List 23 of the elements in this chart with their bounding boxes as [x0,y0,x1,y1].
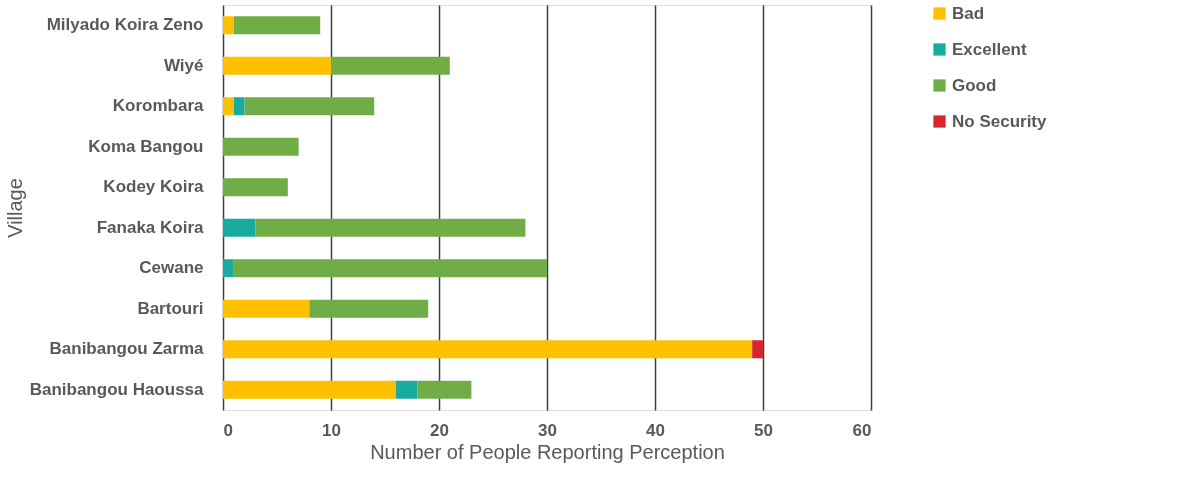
y-tick-label: Milyado Koira Zeno [46,15,204,35]
legend-label: No Security [952,111,1048,131]
y-tick-label: Fanaka Koira [96,217,205,237]
y-tick-label: Banibangou Haoussa [29,379,205,399]
x-tick-label: 10 [322,420,341,440]
legend-label: Excellent [952,39,1027,59]
x-tick-label: 20 [430,420,449,440]
x-tick-label: 60 [852,420,872,440]
legend-label: Bad [952,3,985,23]
y-tick-label: Bartouri [137,298,204,318]
y-tick-label: Wiyé [163,55,204,75]
x-tick-label: 0 [223,420,233,440]
y-tick-label: Korombara [112,96,205,116]
y-tick-label: Cewane [139,258,204,278]
legend-label: Good [952,75,997,95]
x-axis-title: Number of People Reporting Perception [370,440,725,463]
y-axis-title: Village [3,178,26,238]
x-tick-label: 50 [754,420,773,440]
x-tick-label: 40 [646,420,665,440]
y-tick-label: Koma Bangou [88,136,204,156]
y-tick-label: Kodey Koira [103,177,205,197]
y-tick-label: Banibangou Zarma [49,339,205,359]
x-tick-label: 30 [538,420,557,440]
